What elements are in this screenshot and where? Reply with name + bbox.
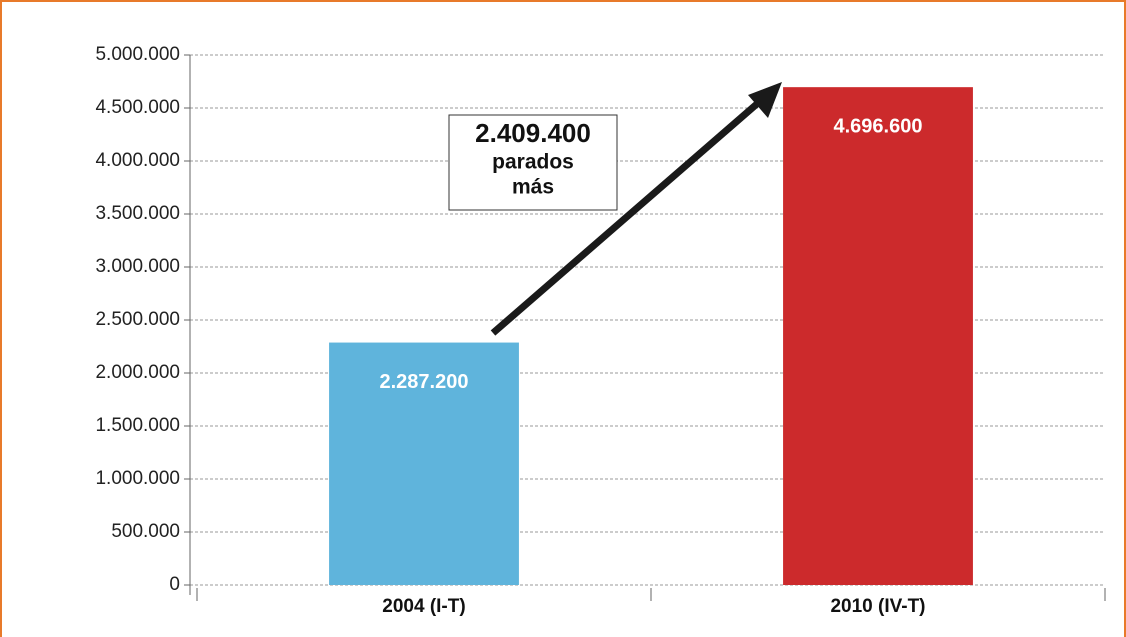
y-tick-label: 2.000.000 [95,362,180,383]
bar [329,342,519,585]
arrow [490,100,761,336]
y-tick-label: 1.500.000 [95,415,180,436]
annotation-box [448,114,618,211]
x-tick-label: 2004 (I-T) [382,596,465,617]
y-tick-label: 3.500.000 [95,203,180,224]
annotation-text: 2.409.400 [475,118,591,148]
y-tick-label: 2.500.000 [95,309,180,330]
marks [329,87,973,585]
value-label: 4.696.600 [834,115,923,137]
y-tick-label: 3.000.000 [95,256,180,277]
bar [783,87,973,585]
y-tick-label: 5.000.000 [95,44,180,65]
y-tick-label: 4.500.000 [95,97,180,118]
arrow-head [748,82,782,118]
y-tick-label: 500.000 [111,521,180,542]
annotation-text: más [512,176,554,199]
y-tick-label: 1.000.000 [95,468,180,489]
y-tick-label: 4.000.000 [95,150,180,171]
value-label: 2.287.200 [380,371,469,393]
y-tick-label: 0 [169,574,180,595]
x-tick-label: 2010 (IV-T) [830,596,925,617]
annotation-text: parados [492,151,574,174]
